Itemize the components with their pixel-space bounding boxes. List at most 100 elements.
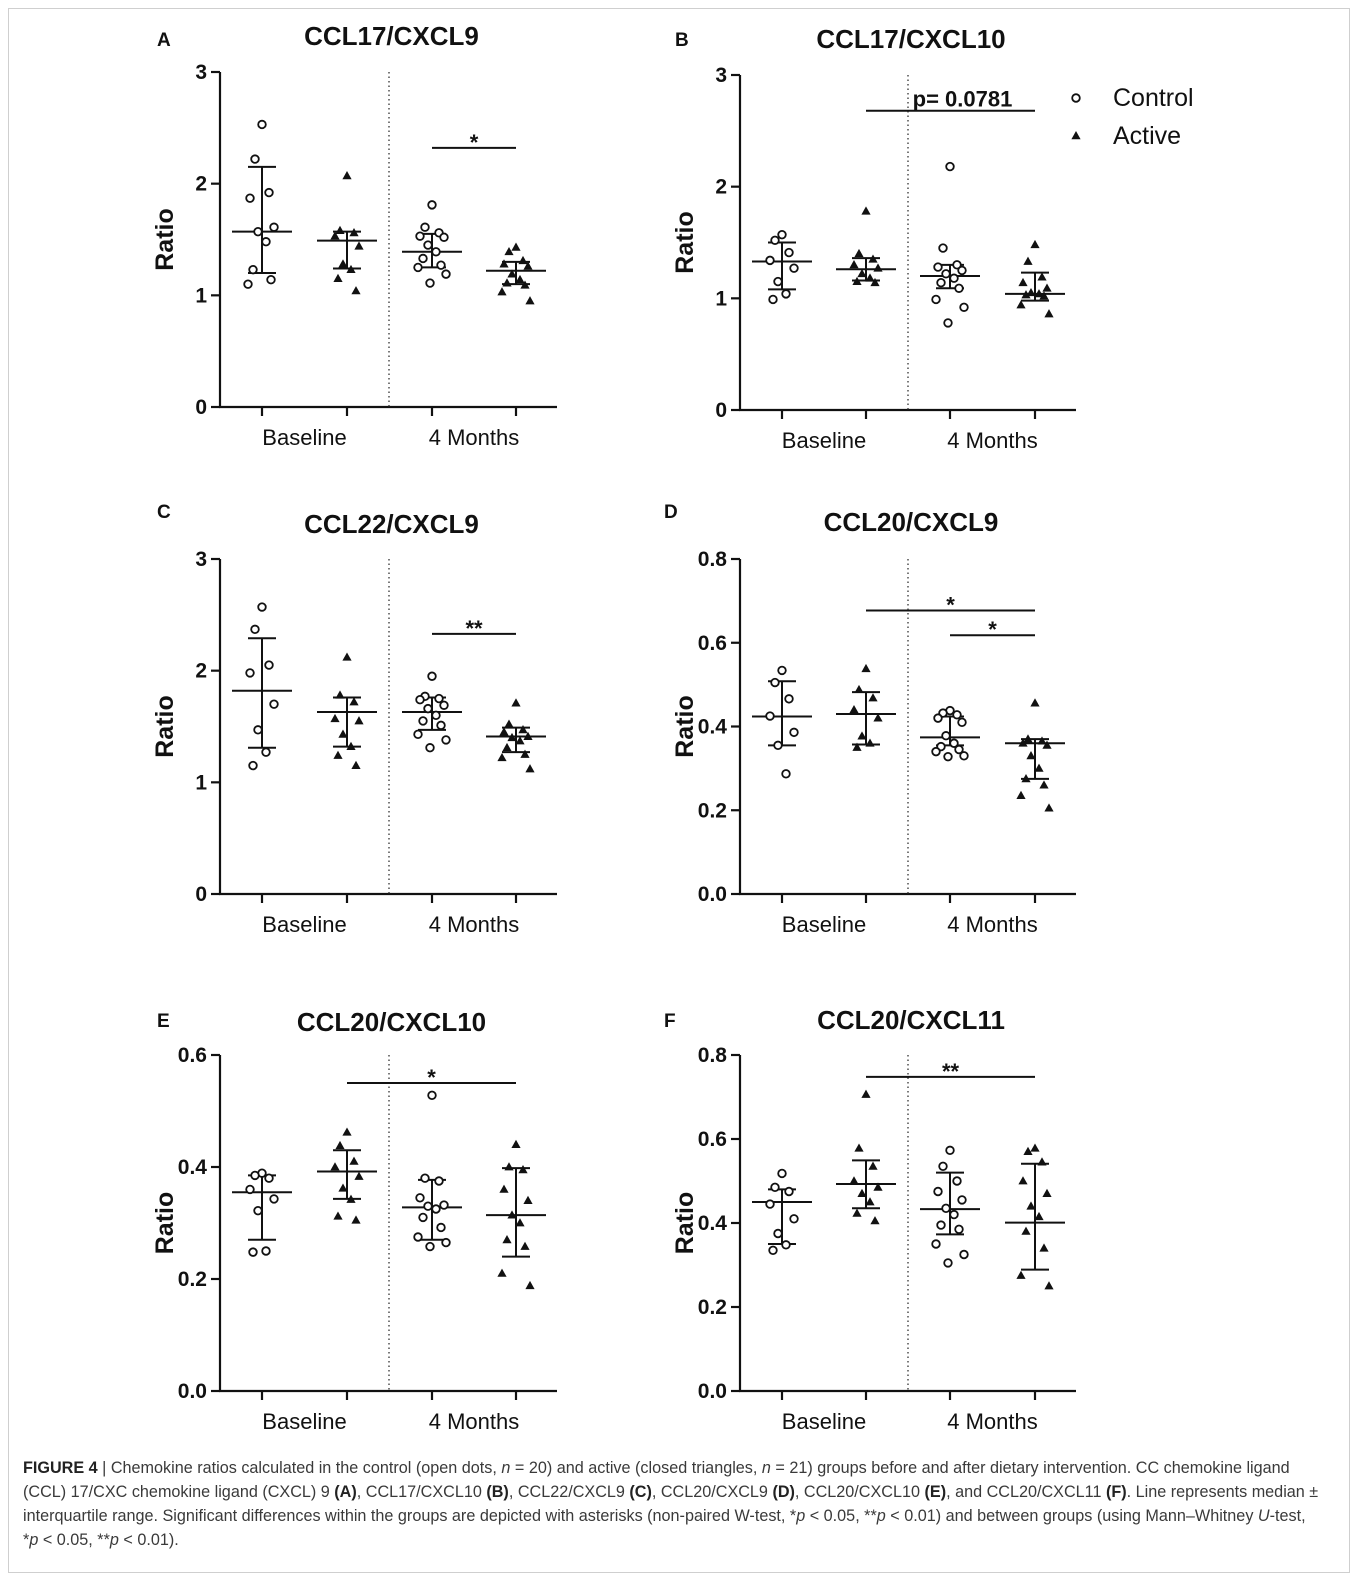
data-point xyxy=(330,713,340,723)
panel-title: CCL20/CXCL11 xyxy=(817,1005,1005,1035)
data-point xyxy=(936,1220,946,1230)
data-point xyxy=(1034,1211,1044,1221)
y-tick-label: 3 xyxy=(715,64,727,87)
series-active-4months xyxy=(1005,1143,1065,1290)
y-tick-label: 0.8 xyxy=(698,548,728,571)
data-point xyxy=(502,742,512,752)
data-point xyxy=(949,273,959,283)
data-point xyxy=(949,1209,959,1220)
data-point xyxy=(415,695,425,705)
data-point xyxy=(1044,803,1054,812)
y-tick-label: 0.6 xyxy=(698,1128,727,1151)
y-axis-label: Ratio xyxy=(151,695,179,758)
significance-label: ** xyxy=(465,616,483,641)
data-point xyxy=(250,1170,260,1181)
data-point xyxy=(957,1195,967,1205)
data-point xyxy=(1042,1188,1052,1197)
data-point xyxy=(1023,1146,1033,1155)
panel-title: CCL22/CXCL9 xyxy=(304,509,479,539)
data-point xyxy=(765,255,775,266)
data-point xyxy=(354,241,364,250)
panel-title: CCL17/CXCL9 xyxy=(304,21,479,51)
data-point xyxy=(1037,1157,1047,1166)
data-point xyxy=(770,1182,780,1192)
data-point xyxy=(425,1241,435,1252)
data-point xyxy=(1023,256,1033,265)
data-point xyxy=(504,719,514,728)
data-point xyxy=(423,703,433,714)
data-point xyxy=(504,1162,514,1171)
data-point xyxy=(954,283,964,293)
data-point xyxy=(436,1222,446,1233)
data-point xyxy=(949,738,959,748)
legend-marker-active xyxy=(1071,131,1081,140)
data-point xyxy=(518,725,528,734)
data-point xyxy=(434,1176,444,1186)
data-point xyxy=(1042,740,1052,749)
data-point xyxy=(768,1245,778,1255)
data-point xyxy=(525,764,535,773)
data-point xyxy=(768,294,778,305)
data-point xyxy=(499,259,509,268)
data-point xyxy=(789,263,799,273)
data-point xyxy=(1021,774,1031,783)
data-point xyxy=(418,716,428,726)
data-point xyxy=(777,229,787,240)
data-point xyxy=(789,727,799,738)
data-point xyxy=(952,710,962,720)
data-point xyxy=(245,1184,255,1195)
y-tick-label: 0.2 xyxy=(178,1268,207,1291)
data-point xyxy=(520,280,530,289)
data-point xyxy=(338,1183,348,1192)
panel-e: E CCL20/CXCL10 Ratio 0.0 0.2 0.4 0.6 Baseline 4 … xyxy=(151,1007,557,1430)
legend-label-control: Control xyxy=(1113,84,1194,112)
data-point xyxy=(415,231,425,241)
data-point xyxy=(257,602,267,612)
data-point xyxy=(413,262,423,273)
y-tick-label: 3 xyxy=(195,548,207,571)
data-point xyxy=(427,200,437,210)
data-point xyxy=(1039,780,1049,789)
data-point xyxy=(420,1173,430,1183)
data-point xyxy=(865,1197,875,1206)
y-tick-label: 1 xyxy=(195,771,207,794)
data-point xyxy=(959,302,969,312)
data-point xyxy=(943,751,953,762)
data-point xyxy=(338,259,348,268)
x-group-label: 4 Months xyxy=(429,1409,520,1430)
data-point xyxy=(1030,698,1040,707)
x-group-label: Baseline xyxy=(782,912,866,937)
data-point xyxy=(499,1184,509,1193)
data-point xyxy=(1044,1281,1054,1290)
data-point xyxy=(515,736,525,745)
y-tick-label: 0.2 xyxy=(698,799,727,822)
y-tick-label: 0.4 xyxy=(698,1212,728,1235)
data-point xyxy=(941,731,951,741)
data-point xyxy=(250,154,260,164)
data-point xyxy=(264,660,274,670)
data-point xyxy=(523,731,533,740)
panel-d: D CCL20/CXCL9 Ratio 0.0 0.2 0.4 0.6 0.8 Baseline… xyxy=(664,502,1076,937)
data-point xyxy=(773,740,783,751)
data-point xyxy=(245,668,255,678)
data-point xyxy=(507,1210,517,1219)
panel-title: CCL20/CXCL10 xyxy=(297,1007,486,1037)
data-point xyxy=(523,1195,533,1204)
data-point xyxy=(264,1173,274,1183)
data-point xyxy=(349,228,359,237)
panel-letter: F xyxy=(664,1011,676,1032)
series-active-4months xyxy=(1005,239,1065,318)
series-active-baseline xyxy=(317,171,377,295)
data-point xyxy=(1044,309,1054,318)
y-axis-label: Ratio xyxy=(671,695,699,758)
data-point xyxy=(865,738,875,747)
legend-label-active: Active xyxy=(1113,122,1181,150)
data-point xyxy=(1037,272,1047,281)
data-point xyxy=(873,1182,883,1191)
data-point xyxy=(349,697,359,706)
x-group-label: 4 Months xyxy=(429,912,520,937)
panel-c: C CCL22/CXCL9 Ratio 0 1 2 3 Baseline 4 Months ** xyxy=(151,502,557,937)
series-active-4months xyxy=(1005,698,1065,812)
data-point xyxy=(499,727,509,736)
data-point xyxy=(269,222,279,232)
